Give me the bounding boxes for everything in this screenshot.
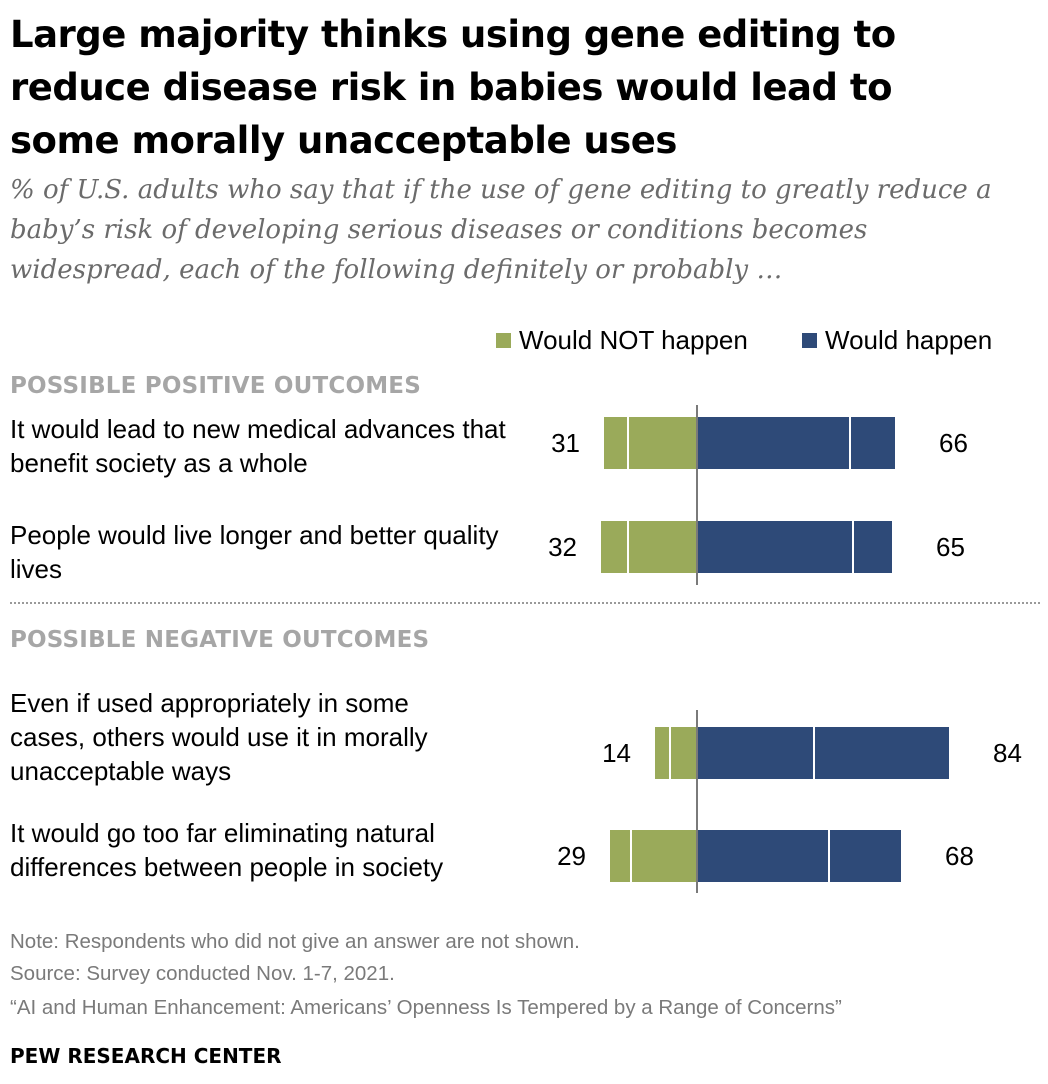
brand-logo-text: PEW RESEARCH CENTER bbox=[10, 1044, 282, 1068]
value-label-happen-live-longer: 65 bbox=[936, 532, 965, 562]
value-label-happen-morally-unacceptable: 84 bbox=[993, 738, 1022, 768]
row-label-eliminating-differences: It would go too far eliminating natural … bbox=[10, 818, 444, 882]
value-label-not-happen-medical-advances: 31 bbox=[551, 428, 580, 458]
legend-swatch-not-happen bbox=[496, 332, 511, 348]
value-label-not-happen-live-longer: 32 bbox=[548, 532, 577, 562]
row-label-medical-advances: It would lead to new medical advances th… bbox=[10, 414, 506, 478]
legend-swatch-happen bbox=[802, 332, 817, 348]
bar-not-happen-eliminating-differences-seg1 bbox=[610, 830, 631, 882]
bar-not-happen-eliminating-differences-seg0 bbox=[631, 830, 697, 882]
legend-label-happen: Would happen bbox=[825, 324, 993, 355]
chart-title: Large majority thinks using gene editing… bbox=[10, 13, 896, 162]
value-label-not-happen-eliminating-differences: 29 bbox=[557, 841, 586, 871]
bar-not-happen-morally-unacceptable-seg1 bbox=[655, 727, 670, 779]
footnote-source: Source: Survey conducted Nov. 1-7, 2021. bbox=[10, 962, 395, 985]
bar-not-happen-medical-advances-seg1 bbox=[604, 417, 628, 469]
section-label-negative: POSSIBLE NEGATIVE OUTCOMES bbox=[10, 627, 430, 653]
bar-happen-live-longer-seg1 bbox=[853, 521, 892, 573]
chart-subtitle: % of U.S. adults who say that if the use… bbox=[10, 175, 992, 285]
bar-happen-morally-unacceptable-seg1 bbox=[814, 727, 949, 779]
value-label-happen-eliminating-differences: 68 bbox=[945, 841, 974, 871]
value-label-happen-medical-advances: 66 bbox=[939, 428, 968, 458]
value-label-not-happen-morally-unacceptable: 14 bbox=[602, 738, 631, 768]
bar-not-happen-live-longer-seg1 bbox=[601, 521, 628, 573]
bar-not-happen-medical-advances-seg0 bbox=[628, 417, 697, 469]
footnote-note: Note: Respondents who did not give an an… bbox=[10, 930, 580, 953]
bar-happen-morally-unacceptable-seg0 bbox=[697, 727, 814, 779]
bar-happen-eliminating-differences-seg1 bbox=[829, 830, 901, 882]
legend-label-not-happen: Would NOT happen bbox=[519, 324, 748, 355]
row-label-live-longer: People would live longer and better qual… bbox=[10, 520, 499, 584]
bar-happen-eliminating-differences-seg0 bbox=[697, 830, 829, 882]
bar-not-happen-live-longer-seg0 bbox=[628, 521, 697, 573]
row-label-morally-unacceptable: Even if used appropriately in some cases… bbox=[10, 688, 428, 786]
section-label-positive: POSSIBLE POSITIVE OUTCOMES bbox=[10, 373, 421, 399]
bar-happen-live-longer-seg0 bbox=[697, 521, 853, 573]
section-divider bbox=[10, 602, 1040, 604]
footnote-report: “AI and Human Enhancement: Americans’ Op… bbox=[10, 996, 842, 1019]
bar-not-happen-morally-unacceptable-seg0 bbox=[670, 727, 697, 779]
legend-item-not-happen: Would NOT happen bbox=[496, 322, 748, 358]
bar-happen-medical-advances-seg0 bbox=[697, 417, 850, 469]
legend-item-happen: Would happen bbox=[802, 322, 992, 358]
bar-happen-medical-advances-seg1 bbox=[850, 417, 895, 469]
